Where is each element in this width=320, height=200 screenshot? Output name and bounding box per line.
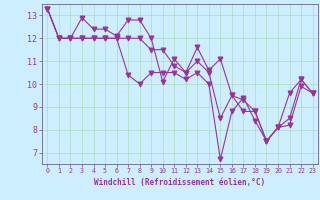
X-axis label: Windchill (Refroidissement éolien,°C): Windchill (Refroidissement éolien,°C) bbox=[94, 178, 266, 187]
